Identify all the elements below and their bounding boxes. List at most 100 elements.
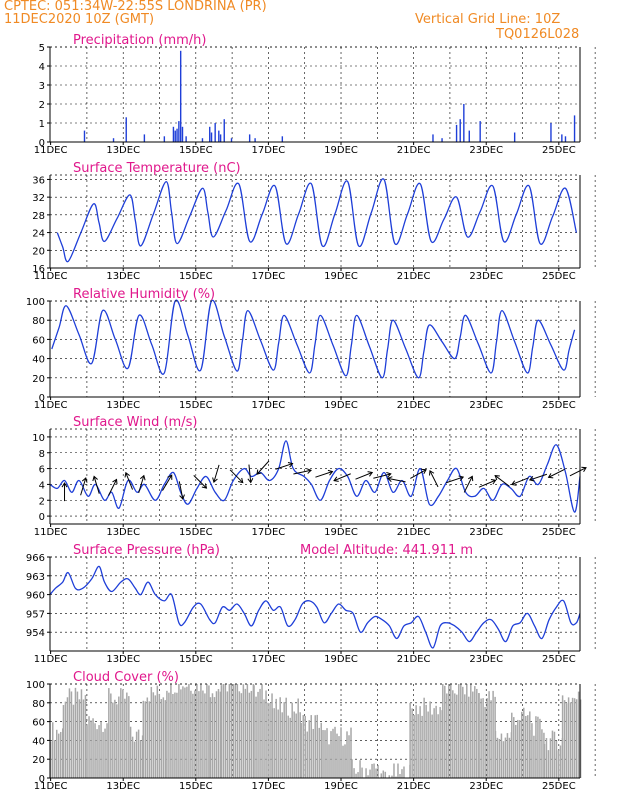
panel-title: Cloud Cover (%) <box>73 670 179 685</box>
cloud-bar <box>359 760 361 778</box>
wind-arrow-head <box>367 471 374 477</box>
panel-3: 0 20 40 60 80 100 11DEC 13DEC 15DEC 17DEC 19DEC 21D… <box>26 287 596 411</box>
cloud-bar <box>277 709 279 778</box>
wind-arrow-head <box>511 480 517 486</box>
cloud-bar <box>571 697 574 778</box>
cloud-bar <box>88 716 90 778</box>
cloud-bar <box>484 706 486 778</box>
cloud-bar <box>435 705 437 778</box>
wind-arrow-head <box>287 461 294 468</box>
precip-bar <box>176 128 178 142</box>
cloud-bar <box>154 695 157 778</box>
x-tick-label: 15DEC <box>179 654 213 665</box>
cloud-bar <box>80 689 83 778</box>
wind-arrow-head <box>494 474 500 481</box>
cloud-bar <box>417 714 419 778</box>
cloud-bar <box>577 691 580 778</box>
cloud-bar <box>494 730 497 778</box>
cloud-bar <box>297 698 299 778</box>
wind-arrow <box>248 464 252 483</box>
precip-bar <box>468 130 470 142</box>
cloud-bar <box>312 728 314 778</box>
cloud-bar <box>371 763 373 778</box>
precip-bar <box>179 50 182 142</box>
precip-bar <box>209 126 211 142</box>
cloud-bar <box>344 744 346 778</box>
cloud-bar <box>122 689 124 778</box>
panel-5: 954 957 960 963 966 11DEC 13DEC 15DEC 17DEC 19DEC… <box>26 543 596 665</box>
x-tick-label: 25DEC <box>542 271 576 282</box>
cloud-bar <box>131 736 134 778</box>
cloud-bar <box>308 720 310 778</box>
x-tick-label: 15DEC <box>179 271 213 282</box>
series-line <box>51 299 576 379</box>
cloud-bar <box>215 691 218 778</box>
cloud-bar <box>76 691 79 778</box>
wind-arrow-head <box>92 475 98 482</box>
wind-arrow-head <box>458 475 465 481</box>
cloud-bar <box>120 688 122 778</box>
cloud-bar <box>448 684 450 778</box>
cloud-bar <box>476 688 478 778</box>
cloud-bar <box>502 741 505 778</box>
panel-6: 0 20 40 60 80 100 11DEC 13DEC 15DEC 17DEC 19DEC 21D… <box>26 670 596 792</box>
cloud-bar <box>450 684 452 778</box>
cloud-bar <box>219 691 222 778</box>
cloud-bar <box>557 750 560 778</box>
cloud-bar <box>350 727 352 778</box>
cloud-bar <box>482 698 484 778</box>
cloud-bar <box>269 703 271 778</box>
cloud-bar <box>328 744 330 778</box>
y-tick-label: 0 <box>39 393 45 404</box>
cloud-bar <box>146 697 149 778</box>
cloud-bar <box>504 737 507 778</box>
x-tick-label: 11DEC <box>34 527 68 538</box>
cloud-bar <box>257 691 259 778</box>
wind-arrow-head <box>212 477 218 483</box>
cloud-bar <box>248 692 251 778</box>
cloud-bar <box>375 768 377 778</box>
x-tick-label: 17DEC <box>252 145 286 156</box>
y-tick-label: 4 <box>39 62 45 73</box>
y-tick-label: 0 <box>39 512 45 523</box>
panel-title: Precipitation (mm/h) <box>73 33 206 48</box>
cloud-bar <box>523 707 525 778</box>
precip-bar <box>463 104 465 142</box>
cloud-bar <box>200 684 202 778</box>
cloud-bar <box>395 776 397 778</box>
cloud-bar <box>240 693 243 778</box>
y-tick-label: 60 <box>32 335 45 346</box>
cloud-bar <box>213 697 216 778</box>
cloud-bar <box>377 765 379 778</box>
cloud-bar <box>133 741 136 778</box>
cloud-bar <box>281 712 283 778</box>
cloud-bar <box>273 708 275 778</box>
precip-bar <box>223 119 225 142</box>
cloud-bar <box>267 702 269 778</box>
x-tick-label: 21DEC <box>397 145 431 156</box>
cloud-bar <box>100 721 102 778</box>
cloud-bar <box>338 736 340 778</box>
wind-arrow <box>429 470 439 488</box>
cloud-bar <box>521 711 523 778</box>
x-tick-label: 19DEC <box>324 527 358 538</box>
precip-bar <box>201 138 204 142</box>
panel-4: 0 2 4 6 8 10 11DEC 13DEC 15DEC 17DEC 19DEC 21DEC 23D… <box>32 415 596 538</box>
cloud-bar <box>318 727 320 778</box>
y-tick-label: 2 <box>39 100 45 111</box>
panel-title: Surface Pressure (hPa) <box>73 543 220 558</box>
cloud-bar <box>421 715 423 778</box>
wind-arrow-head <box>490 479 497 485</box>
x-tick-label: 15DEC <box>179 781 213 792</box>
cloud-bar <box>293 711 295 778</box>
x-tick-label: 19DEC <box>324 145 358 156</box>
x-tick-label: 17DEC <box>252 781 286 792</box>
cloud-bar <box>84 695 87 778</box>
series-line <box>49 440 581 513</box>
x-tick-label: 13DEC <box>106 781 140 792</box>
cloud-bar <box>427 711 429 778</box>
cloud-bar <box>124 698 126 778</box>
cloud-bar <box>158 693 161 778</box>
cloud-bar <box>446 693 448 778</box>
